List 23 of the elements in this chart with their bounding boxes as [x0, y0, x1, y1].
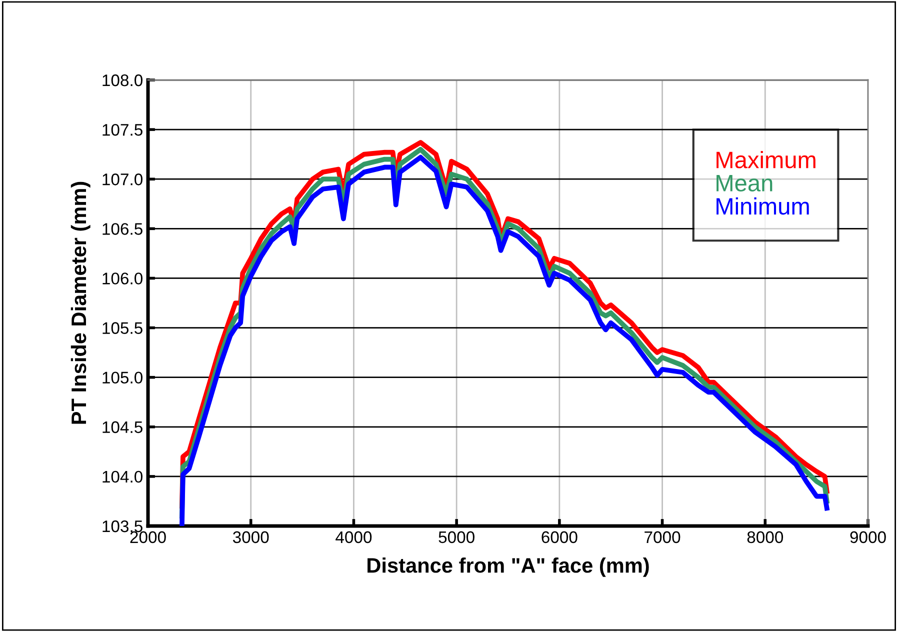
- text: Mean: [716, 175, 772, 192]
- x-tick-label: 5000: [438, 531, 474, 544]
- y-tick-label: 103.5: [102, 520, 142, 532]
- x-tick-label: 4000: [336, 531, 372, 544]
- y-tick-label: 104.5: [102, 421, 142, 434]
- y-axis-title: PT Inside Diameter (mm): [70, 182, 90, 424]
- y-tick-label: 104.0: [102, 470, 142, 483]
- y-tick-label: 105.0: [102, 372, 142, 384]
- y-tick-label: 107.0: [102, 174, 142, 186]
- y-tick-label: 107.5: [102, 124, 142, 136]
- x-tick-label: 2000: [130, 531, 166, 544]
- x-tick-label: 6000: [542, 531, 578, 544]
- text: Minimum: [716, 197, 809, 215]
- x-tick-label: 7000: [644, 531, 680, 544]
- x-tick-label: 3000: [232, 531, 269, 544]
- y-tick-label: 106.5: [102, 223, 142, 235]
- y-tick-label: 106.0: [102, 272, 142, 284]
- text: Maximum: [716, 150, 816, 168]
- x-tick-label: 8000: [747, 531, 784, 544]
- x-axis-title: Distance from "A" face (mm): [368, 558, 649, 577]
- y-tick-label: 108.0: [102, 74, 142, 86]
- x-tick-label: 9000: [850, 531, 886, 544]
- y-tick-label: 105.5: [102, 322, 142, 334]
